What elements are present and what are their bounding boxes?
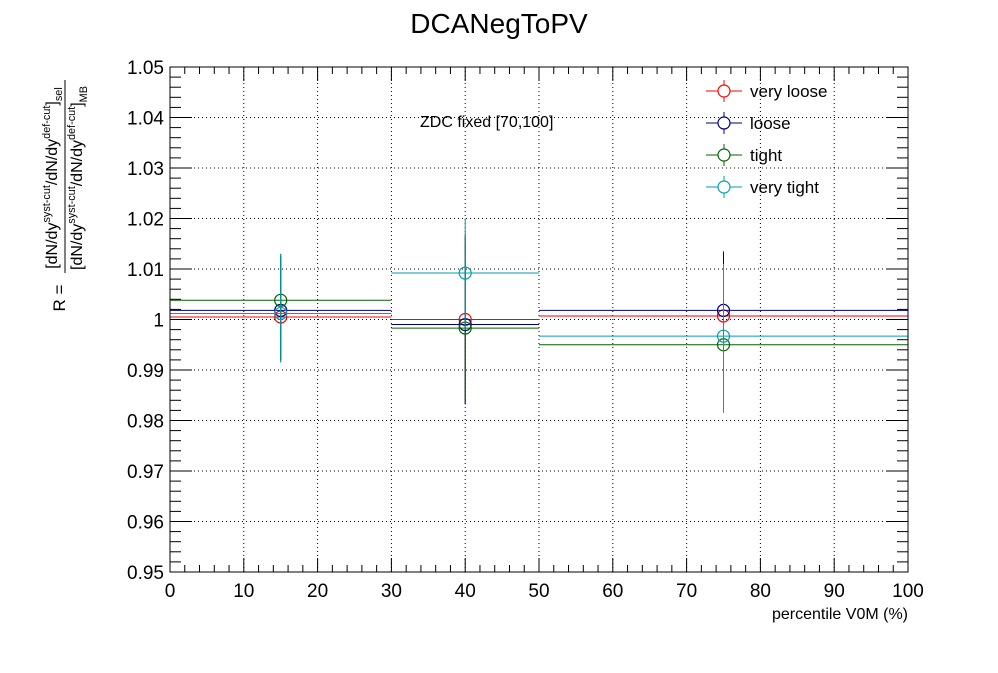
- legend-marker: [717, 116, 731, 130]
- legend-marker: [717, 148, 731, 162]
- legend-entry: very loose: [706, 80, 827, 102]
- y-tick-label: 0.96: [127, 513, 164, 534]
- y-tick-label: 1: [153, 311, 164, 332]
- y-tick-label: 1.05: [127, 58, 164, 79]
- y-tick-label: 0.98: [127, 412, 164, 433]
- chart-title: DCANegToPV: [410, 8, 588, 39]
- y-label-numerator: [dN/dysyst-cut/dN/dydef-cut]sel: [41, 87, 65, 269]
- axis-ticks: [169, 66, 909, 573]
- legend-label: very loose: [750, 82, 827, 101]
- y-label-denominator: [dN/dysyst-cut/dN/dydef-cut]MB: [66, 86, 90, 270]
- x-tick-label: 70: [676, 581, 697, 602]
- y-tick-label: 1.01: [127, 260, 164, 281]
- x-tick-label: 60: [602, 581, 623, 602]
- x-tick-label: 10: [233, 581, 254, 602]
- y-label-prefix: R =: [50, 284, 69, 311]
- legend: very loose loose tight very tight: [706, 80, 827, 198]
- y-axis-label: R = [dN/dysyst-cut/dN/dydef-cut]sel[dN/dy…: [41, 80, 90, 311]
- x-tick-labels: 0 10 20 30 40 50 60 70 80 90 100: [165, 581, 924, 602]
- x-axis-label: percentile V0M (%): [772, 606, 908, 623]
- x-tick-label: 30: [381, 581, 402, 602]
- legend-entry: very tight: [706, 176, 819, 198]
- y-tick-label: 0.95: [127, 563, 164, 584]
- y-axis-label-group: R = [dN/dysyst-cut/dN/dydef-cut]sel[dN/dy…: [41, 80, 90, 311]
- legend-marker: [717, 180, 731, 194]
- y-tick-label: 1.04: [127, 109, 164, 130]
- y-tick-label: 1.02: [127, 210, 164, 231]
- y-tick-labels: 0.95 0.96 0.97 0.98 0.99 1 1.01 1.02 1.03 1.04 1.0…: [127, 58, 164, 584]
- legend-entry: loose: [706, 112, 791, 134]
- legend-label: tight: [750, 146, 782, 165]
- series-very-tight: [170, 218, 908, 413]
- legend-label: very tight: [750, 178, 819, 197]
- x-tick-label: 40: [455, 581, 476, 602]
- x-tick-label: 50: [528, 581, 549, 602]
- x-tick-label: 0: [165, 581, 176, 602]
- data-point: [458, 266, 472, 280]
- data-point: [274, 306, 288, 321]
- y-tick-label: 1.03: [127, 159, 164, 180]
- x-tick-label: 80: [750, 581, 771, 602]
- data-marks: [170, 218, 908, 413]
- x-tick-label: 20: [307, 581, 328, 602]
- annotation: ZDC fixed [70,100]: [420, 114, 553, 131]
- y-tick-label: 0.99: [127, 361, 164, 382]
- legend-entry: tight: [706, 144, 782, 166]
- legend-label: loose: [750, 114, 791, 133]
- x-tick-label: 90: [824, 581, 845, 602]
- legend-marker: [717, 84, 731, 98]
- data-point: [716, 329, 731, 343]
- x-tick-label: 100: [892, 581, 924, 602]
- y-tick-label: 0.97: [127, 462, 164, 483]
